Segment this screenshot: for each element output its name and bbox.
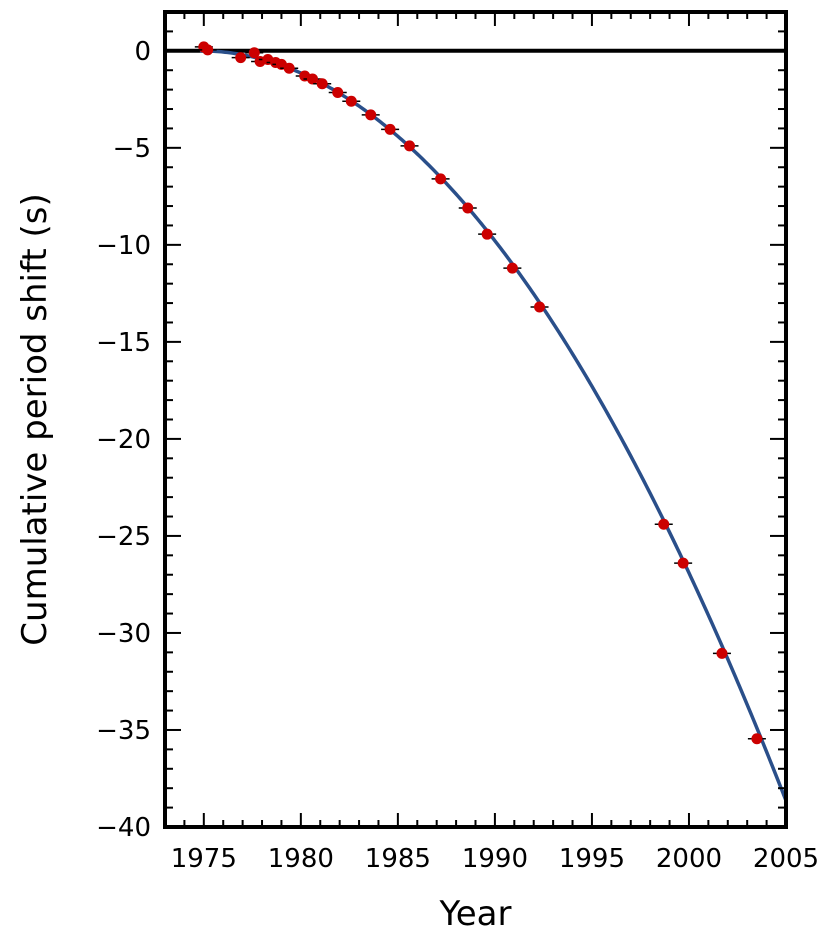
data-point xyxy=(658,518,670,530)
y-tick-label: −15 xyxy=(96,328,151,358)
x-tick-label: 1985 xyxy=(365,844,431,874)
fit-curve-group xyxy=(199,49,788,802)
fit-curve xyxy=(199,49,788,802)
x-tick-label: 2000 xyxy=(656,844,722,874)
y-tick-label: −35 xyxy=(96,716,151,746)
x-tick-label: 1995 xyxy=(559,844,625,874)
data-point xyxy=(283,62,295,74)
data-point xyxy=(435,173,447,185)
x-axis-title: Year xyxy=(439,894,512,934)
y-tick-label: −30 xyxy=(96,619,151,649)
data-point xyxy=(345,95,357,107)
y-tick-label: −5 xyxy=(113,134,151,164)
data-point xyxy=(677,557,689,569)
plot-frame xyxy=(163,10,788,829)
data-point xyxy=(332,87,344,99)
data-point xyxy=(248,47,260,59)
data-point xyxy=(534,301,546,313)
y-tick-label: −20 xyxy=(96,425,151,455)
data-points-group xyxy=(194,41,766,745)
data-point xyxy=(404,140,416,152)
data-point xyxy=(202,44,214,56)
x-tick-label: 1975 xyxy=(171,844,237,874)
data-point xyxy=(235,52,247,64)
x-tick-labels: 1975 1980 1985 1990 1995 2000 2005 xyxy=(171,844,819,874)
x-tick-label: 1980 xyxy=(268,844,334,874)
data-point xyxy=(751,733,763,745)
data-point xyxy=(306,73,318,85)
data-point xyxy=(506,262,518,274)
data-point xyxy=(384,123,396,135)
data-point xyxy=(481,228,493,240)
y-tick-labels: 0 −5 −10 −15 −20 −25 −30 −35 −40 xyxy=(96,37,151,843)
x-tick-label: 2005 xyxy=(753,844,819,874)
ticks-group xyxy=(165,11,787,828)
y-tick-label: −10 xyxy=(96,231,151,261)
data-point xyxy=(365,109,377,121)
y-tick-label: 0 xyxy=(134,37,151,67)
data-point xyxy=(462,202,474,214)
data-point xyxy=(316,78,328,90)
y-axis-title: Cumulative period shift (s) xyxy=(15,193,55,645)
data-point xyxy=(716,647,728,659)
y-tick-label: −40 xyxy=(96,813,151,843)
y-tick-label: −25 xyxy=(96,522,151,552)
x-tick-label: 1990 xyxy=(462,844,528,874)
